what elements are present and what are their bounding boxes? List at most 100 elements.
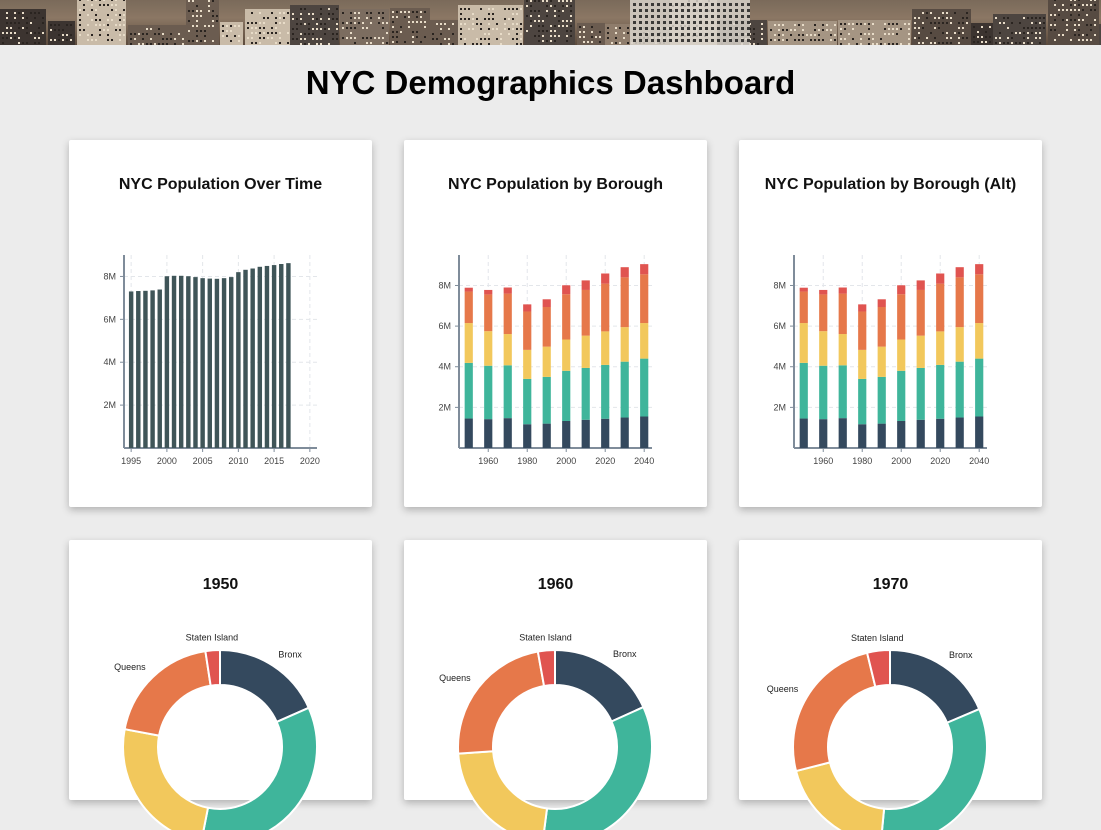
building-window (192, 40, 194, 42)
borough-bar-segment-queens (916, 289, 925, 336)
building-window (460, 18, 462, 20)
building-window (711, 9, 714, 12)
building-shape (838, 20, 911, 45)
building-window (872, 43, 874, 45)
building-window (22, 17, 24, 19)
building-window (1070, 19, 1072, 21)
building-window (91, 9, 93, 11)
building-window (452, 23, 454, 25)
building-window (392, 21, 394, 23)
building-window (675, 39, 678, 42)
building-window (669, 9, 672, 12)
building-window (119, 24, 121, 26)
building-window (774, 24, 776, 26)
building-window (320, 13, 322, 15)
building-window (633, 9, 636, 12)
building-window (942, 17, 944, 19)
building-window (392, 16, 394, 18)
building-window (170, 38, 172, 40)
borough-bar-segment-queens (464, 291, 473, 324)
building-window (226, 30, 228, 32)
building-window (91, 19, 93, 21)
building-window (312, 18, 314, 20)
building-window (488, 28, 490, 30)
building-window (158, 43, 160, 45)
building-window (204, 25, 206, 27)
building-window (562, 20, 564, 22)
building-window (538, 0, 540, 2)
building-window (1039, 27, 1041, 29)
building-window (370, 42, 372, 44)
population-bar (286, 263, 291, 448)
building-window (251, 32, 253, 34)
building-window (238, 35, 240, 37)
building-window (1043, 27, 1045, 29)
building-window (283, 17, 285, 19)
building-window (1062, 9, 1064, 11)
donut-slice-label: Queens (439, 673, 471, 683)
building-window (342, 22, 344, 24)
building-window (366, 12, 368, 14)
building-window (1094, 34, 1096, 36)
building-window (1035, 22, 1037, 24)
building-window (1054, 39, 1056, 41)
building-window (782, 24, 784, 26)
building-window (366, 37, 368, 39)
building-shape (1099, 24, 1101, 45)
building-window (354, 37, 356, 39)
building-window (370, 17, 372, 19)
building-window (320, 18, 322, 20)
building-window (669, 27, 672, 30)
borough-bar-segment-brooklyn (799, 362, 808, 419)
building-window (275, 22, 277, 24)
city-skyline-photo-icon (0, 0, 1101, 45)
building-window (922, 27, 924, 29)
building-window (1078, 0, 1080, 1)
building-window (1078, 4, 1080, 6)
borough-bar-segment-brooklyn (620, 361, 629, 418)
building-window (1074, 4, 1076, 6)
building-window (362, 27, 364, 29)
building-window (324, 23, 326, 25)
building-window (753, 28, 755, 30)
building-window (558, 35, 560, 37)
building-window (308, 28, 310, 30)
donut-slice-label: Bronx (278, 649, 302, 659)
building-window (717, 27, 720, 30)
building-window (216, 20, 218, 22)
building-window (196, 5, 198, 7)
building-window (366, 17, 368, 19)
borough-bar-segment-staten-island (975, 264, 984, 275)
building-window (1031, 22, 1033, 24)
building-window (830, 34, 832, 36)
borough-bar-segment-staten-island (542, 299, 551, 308)
building-window (95, 9, 97, 11)
borough-bar-segment-queens (955, 277, 964, 328)
x-tick-label: 1995 (121, 456, 141, 466)
population-bar (164, 276, 170, 448)
building-window (663, 21, 666, 24)
building-window (362, 22, 364, 24)
building-window (868, 23, 870, 25)
building-window (651, 39, 654, 42)
building-window (468, 8, 470, 10)
building-window (711, 27, 714, 30)
building-window (741, 21, 744, 24)
building-window (942, 42, 944, 44)
building-window (918, 27, 920, 29)
building-window (192, 10, 194, 12)
building-window (300, 23, 302, 25)
population-bar (214, 278, 220, 448)
borough-bar-segment-bronx (464, 418, 473, 448)
building-window (782, 39, 784, 41)
building-window (188, 0, 190, 2)
population-bar (221, 278, 227, 448)
building-window (741, 3, 744, 6)
building-window (296, 23, 298, 25)
building-window (550, 30, 552, 32)
building-window (566, 25, 568, 27)
building-window (103, 29, 105, 31)
building-window (500, 38, 502, 40)
building-window (840, 38, 842, 40)
building-window (570, 35, 572, 37)
